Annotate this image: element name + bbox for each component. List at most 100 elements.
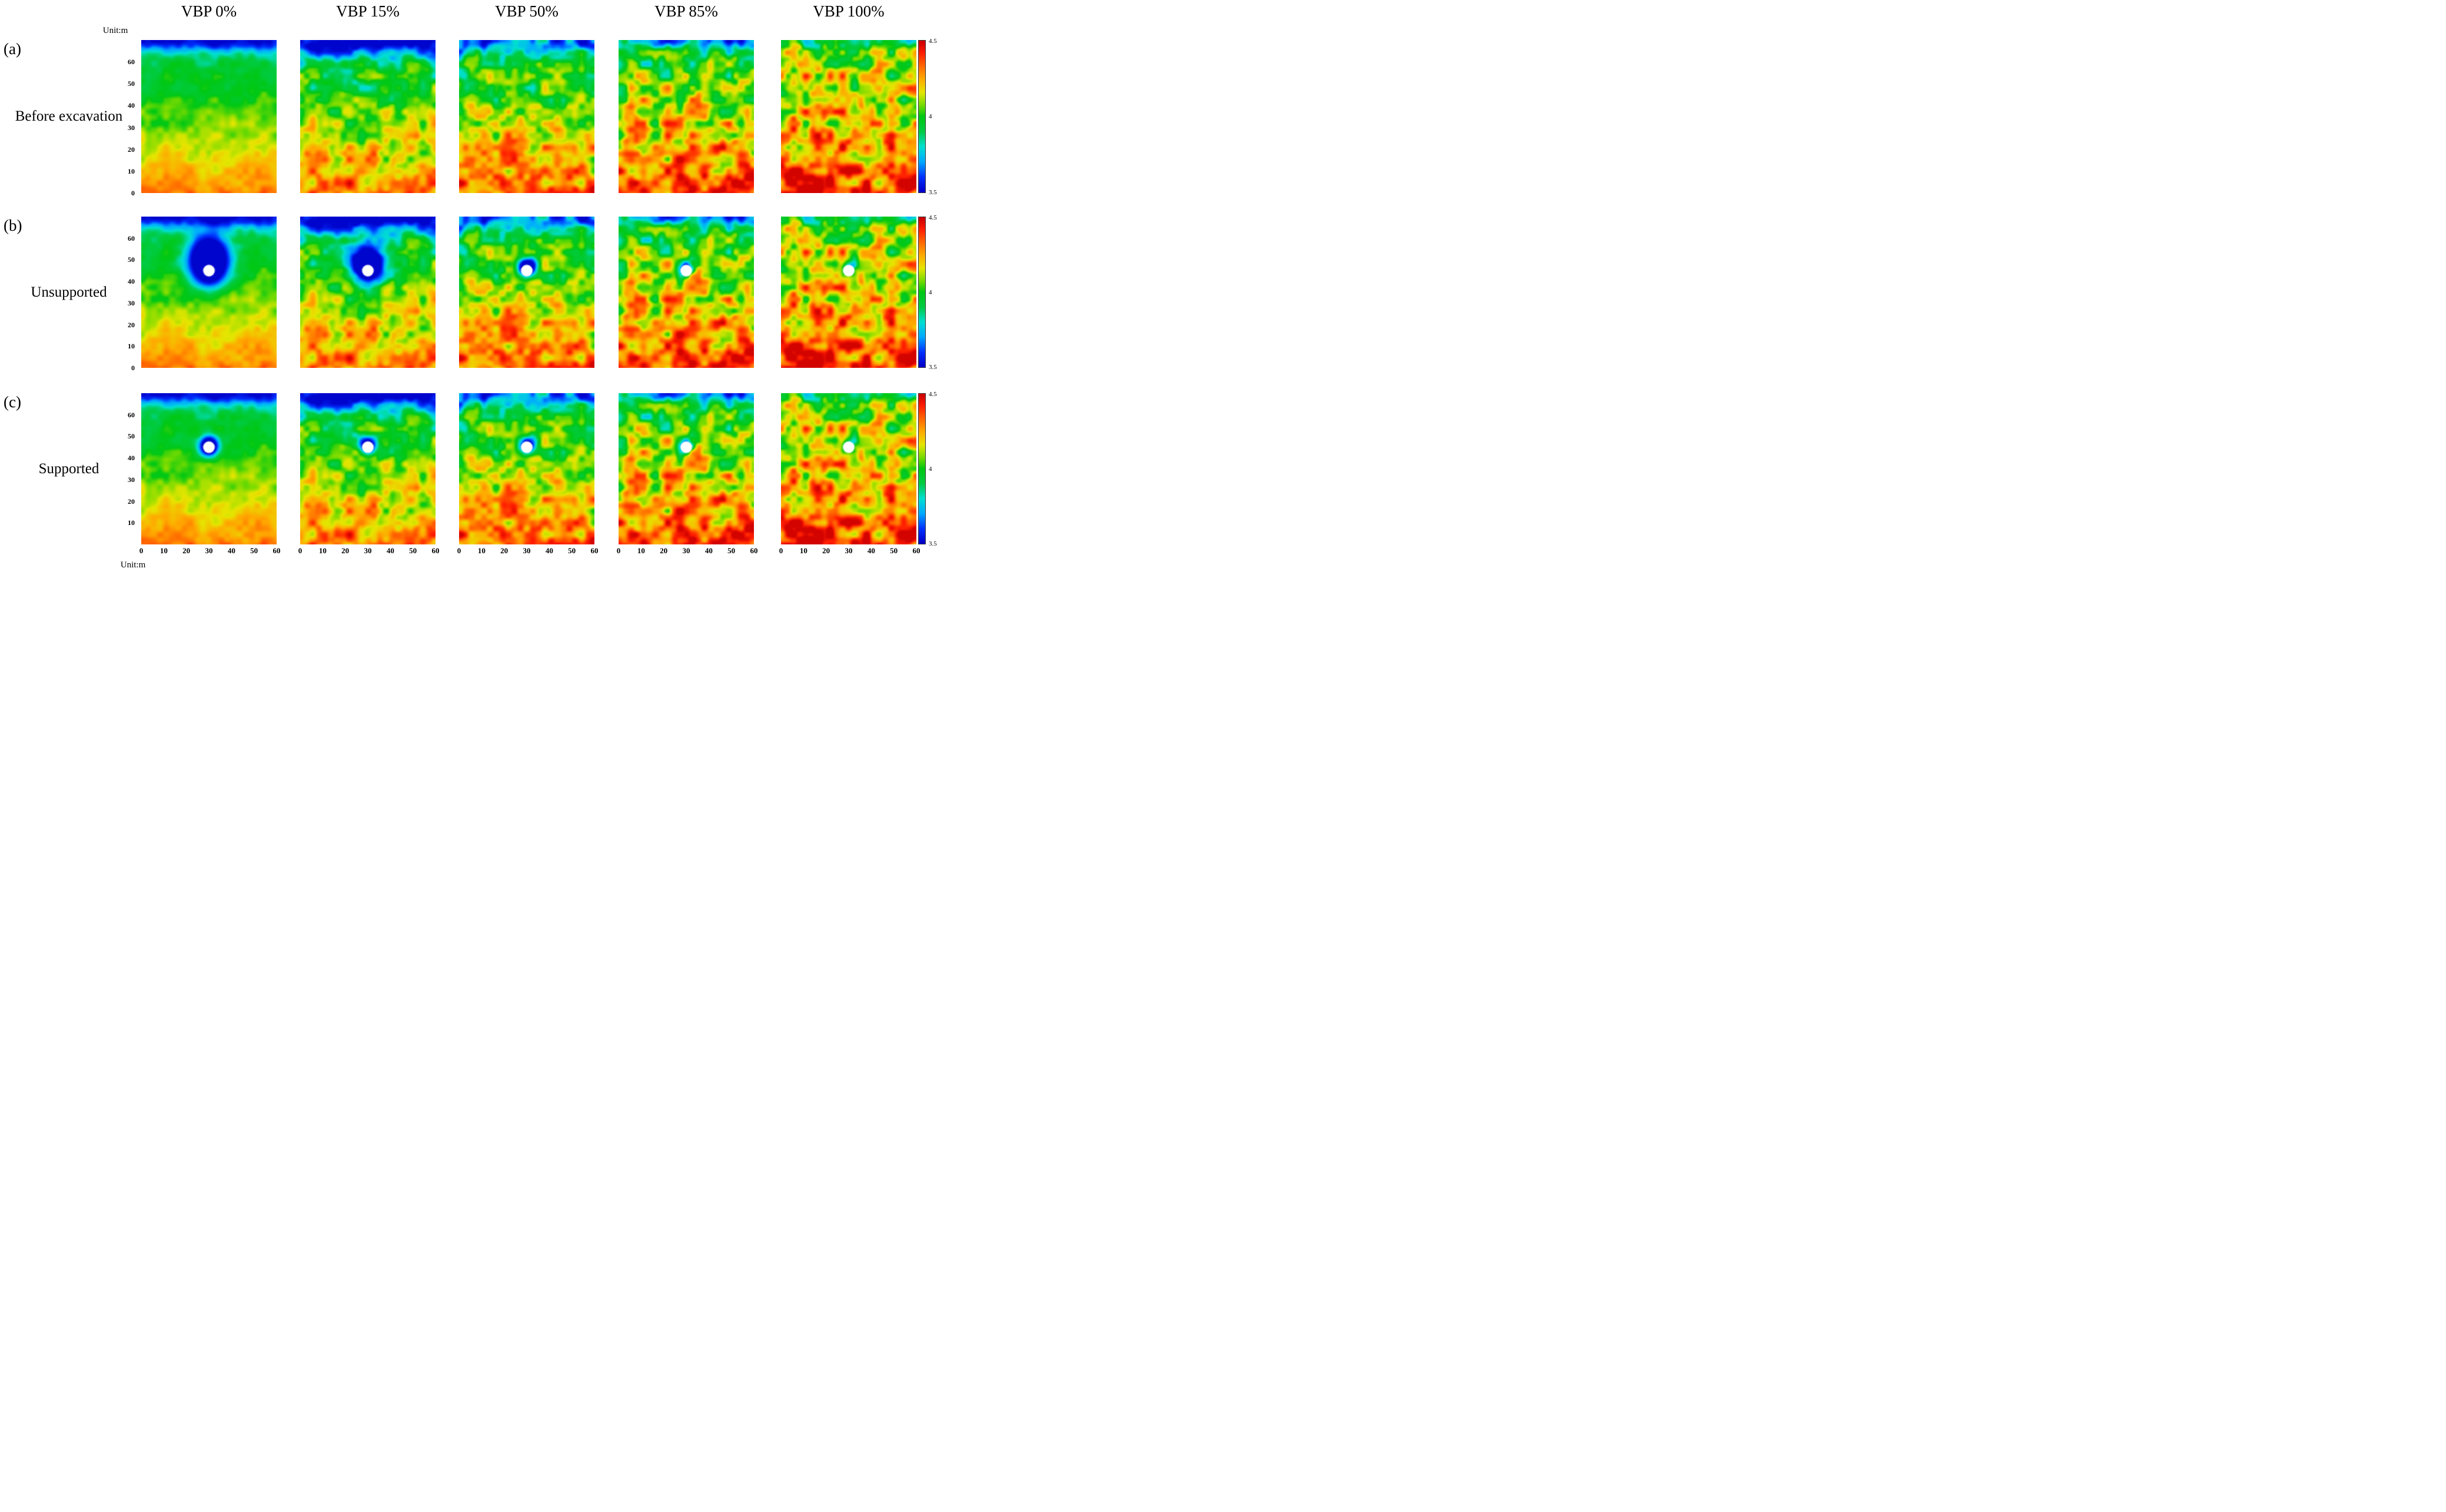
heatmap-panel-b-0 — [141, 217, 277, 368]
y-tick-label: 60 — [128, 58, 135, 67]
colorbar-row-a: 4.5 4 3.5 — [918, 38, 942, 196]
x-tick-label: 20 — [341, 546, 350, 555]
heatmap-canvas — [459, 217, 594, 368]
y-tick-label: 20 — [128, 145, 135, 154]
x-tick-label: 10 — [159, 546, 168, 555]
x-axis: 0 10 20 30 40 50 60 0 10 20 30 40 50 60 0 10 20 30 40 50 60 0… — [0, 546, 942, 557]
column-header-vbp-100: VBP 100% — [813, 2, 885, 20]
x-tick-label: 60 — [750, 546, 758, 555]
unit-label-bottom: Unit:m — [120, 560, 146, 570]
y-tick-label: 0 — [131, 189, 135, 197]
row-supported: (c) Supported 60 50 40 30 20 10 4.5 4 3.5 — [0, 391, 942, 547]
heatmap-panel-a-4 — [781, 40, 916, 193]
colorbar-mid-label: 4 — [929, 113, 932, 120]
row-before-excavation: (a) Before excavation 60 50 40 30 20 10 0 4.5 … — [0, 38, 942, 197]
y-axis-row-a: 60 50 40 30 20 10 0 — [109, 40, 138, 197]
y-tick-label: 30 — [128, 475, 135, 484]
x-tick-label: 0 — [616, 546, 621, 555]
x-tick-label: 20 — [660, 546, 668, 555]
heatmap-canvas — [141, 40, 277, 193]
y-tick-label: 40 — [128, 454, 135, 463]
x-tick-label: 50 — [727, 546, 736, 555]
heatmap-canvas — [141, 393, 277, 544]
heatmap-canvas — [781, 217, 916, 368]
x-tick-label: 50 — [250, 546, 258, 555]
heatmap-canvas — [619, 217, 754, 368]
colorbar-max-label: 4.5 — [929, 214, 937, 221]
y-tick-label: 50 — [128, 432, 135, 441]
y-tick-label: 30 — [128, 298, 135, 307]
row-letter-a: (a) — [4, 40, 21, 58]
heatmap-canvas — [781, 40, 916, 193]
column-header-vbp-50: VBP 50% — [495, 2, 559, 20]
x-tick-label: 10 — [637, 546, 645, 555]
heatmap-canvas — [300, 40, 436, 193]
x-tick-label: 30 — [523, 546, 531, 555]
y-tick-label: 10 — [128, 167, 135, 175]
y-axis-row-c: 60 50 40 30 20 10 — [109, 393, 138, 544]
x-tick-label: 40 — [867, 546, 875, 555]
y-tick-label: 40 — [128, 101, 135, 110]
x-tick-label: 20 — [822, 546, 830, 555]
y-tick-label: 20 — [128, 497, 135, 506]
contour-figure: VBP 0% VBP 15% VBP 50% VBP 85% VBP 100% … — [0, 0, 942, 582]
y-tick-label: 10 — [128, 342, 135, 351]
heatmap-panel-c-2 — [459, 393, 594, 544]
row-letter-c: (c) — [4, 393, 21, 411]
column-header-vbp-85: VBP 85% — [654, 2, 718, 20]
row-title-unsupported: Unsupported — [31, 284, 107, 300]
y-tick-label: 20 — [128, 320, 135, 329]
x-tick-label: 30 — [845, 546, 853, 555]
x-tick-label: 10 — [318, 546, 327, 555]
heatmap-canvas — [459, 393, 594, 544]
x-tick-label: 30 — [364, 546, 372, 555]
row-title-before-excavation: Before excavation — [15, 108, 123, 124]
x-tick-label: 0 — [779, 546, 783, 555]
heatmap-panel-a-2 — [459, 40, 594, 193]
y-axis-row-b: 60 50 40 30 20 10 0 — [109, 217, 138, 372]
y-tick-label: 50 — [128, 255, 135, 264]
x-tick-label: 20 — [500, 546, 509, 555]
heatmap-canvas — [619, 393, 754, 544]
x-tick-label: 40 — [386, 546, 394, 555]
heatmap-canvas — [141, 217, 277, 368]
colorbar-min-label: 3.5 — [929, 189, 937, 196]
unit-label-top: Unit:m — [102, 26, 128, 35]
y-tick-label: 0 — [131, 364, 135, 372]
x-tick-label: 60 — [272, 546, 281, 555]
colorbar-max-label: 4.5 — [929, 391, 937, 398]
colorbar-row-c: 4.5 4 3.5 — [918, 391, 942, 547]
x-tick-label: 0 — [298, 546, 303, 555]
y-tick-label: 60 — [128, 410, 135, 419]
y-tick-label: 30 — [128, 123, 135, 132]
heatmap-panel-a-1 — [300, 40, 436, 193]
heatmap-panel-c-4 — [781, 393, 916, 544]
heatmap-panel-c-0 — [141, 393, 277, 544]
y-tick-label: 10 — [128, 519, 135, 527]
colorbar-min-label: 3.5 — [929, 364, 937, 371]
colorbar-min-label: 3.5 — [929, 540, 937, 547]
heatmap-canvas — [300, 393, 436, 544]
x-tick-label: 60 — [912, 546, 920, 555]
colorbar-mid-label: 4 — [929, 288, 932, 296]
x-tick-label: 0 — [457, 546, 461, 555]
heatmap-canvas — [619, 40, 754, 193]
heatmap-canvas — [459, 40, 594, 193]
x-tick-label: 50 — [568, 546, 576, 555]
heatmap-panel-a-3 — [619, 40, 754, 193]
y-tick-label: 50 — [128, 79, 135, 88]
x-tick-label: 50 — [409, 546, 417, 555]
heatmap-panel-b-3 — [619, 217, 754, 368]
y-tick-label: 40 — [128, 277, 135, 286]
colorbar-mid-label: 4 — [929, 465, 932, 473]
row-unsupported: (b) Unsupported 60 50 40 30 20 10 0 4.5 4 3.5 — [0, 214, 942, 372]
colorbar-max-label: 4.5 — [929, 38, 937, 45]
colorbar-gradient — [918, 40, 926, 193]
x-tick-label: 30 — [682, 546, 690, 555]
column-header-vbp-0: VBP 0% — [181, 2, 237, 20]
heatmap-panel-b-1 — [300, 217, 436, 368]
heatmap-panel-b-4 — [781, 217, 916, 368]
x-tick-label: 60 — [431, 546, 440, 555]
heatmap-canvas — [300, 217, 436, 368]
x-tick-label: 60 — [590, 546, 599, 555]
